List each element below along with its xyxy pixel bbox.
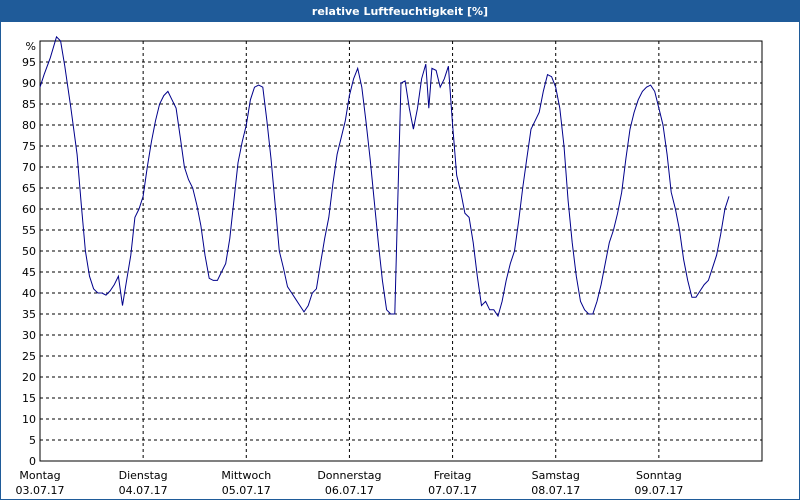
x-tick-date-label: 06.07.17 bbox=[325, 484, 374, 497]
y-tick-label: 35 bbox=[22, 308, 36, 321]
x-tick-date-label: 05.07.17 bbox=[222, 484, 271, 497]
y-tick-label: 70 bbox=[22, 161, 36, 174]
x-tick-day-label: Montag bbox=[19, 469, 60, 482]
y-tick-label: 45 bbox=[22, 266, 36, 279]
x-tick-date-label: 03.07.17 bbox=[16, 484, 65, 497]
plot-area-border bbox=[39, 40, 763, 462]
y-tick-label: 65 bbox=[22, 182, 36, 195]
y-tick-label: 0 bbox=[29, 455, 36, 468]
x-tick-date-label: 09.07.17 bbox=[634, 484, 683, 497]
y-tick-label: 60 bbox=[22, 203, 36, 216]
humidity-series-line bbox=[39, 35, 730, 318]
x-tick-day-label: Dienstag bbox=[119, 469, 168, 482]
y-tick-label: 20 bbox=[22, 371, 36, 384]
y-tick-label: 80 bbox=[22, 119, 36, 132]
y-axis-unit: % bbox=[26, 40, 36, 53]
x-tick-day-label: Freitag bbox=[434, 469, 472, 482]
x-tick-day-label: Donnerstag bbox=[317, 469, 381, 482]
y-tick-label: 5 bbox=[29, 434, 36, 447]
x-tick-day-label: Mittwoch bbox=[221, 469, 271, 482]
x-tick-date-label: 08.07.17 bbox=[531, 484, 580, 497]
y-tick-label: 95 bbox=[22, 56, 36, 69]
y-tick-label: 55 bbox=[22, 224, 36, 237]
x-tick-date-label: 07.07.17 bbox=[428, 484, 477, 497]
window-title: relative Luftfeuchtigkeit [%] bbox=[1, 1, 799, 22]
y-tick-label: 25 bbox=[22, 350, 36, 363]
x-axis-ticks: Montag 03.07.17 Dienstag 04.07.17 Mittwoch 05… bbox=[16, 469, 684, 497]
y-tick-label: 90 bbox=[22, 77, 36, 90]
x-tick-date-label: 04.07.17 bbox=[119, 484, 168, 497]
y-tick-label: 15 bbox=[22, 392, 36, 405]
chart-grid bbox=[40, 41, 762, 461]
y-tick-label: 40 bbox=[22, 287, 36, 300]
y-tick-label: 85 bbox=[22, 98, 36, 111]
y-axis-ticks: 0 5 10 15 20 25 30 35 40 45 50 55 60 65 70 75 80 85 90 95 bbox=[22, 56, 36, 468]
x-tick-day-label: Samstag bbox=[532, 469, 580, 482]
y-tick-label: 10 bbox=[22, 413, 36, 426]
x-tick-day-label: Sonntag bbox=[636, 469, 682, 482]
y-tick-label: 50 bbox=[22, 245, 36, 258]
y-tick-label: 30 bbox=[22, 329, 36, 342]
y-tick-label: 75 bbox=[22, 140, 36, 153]
